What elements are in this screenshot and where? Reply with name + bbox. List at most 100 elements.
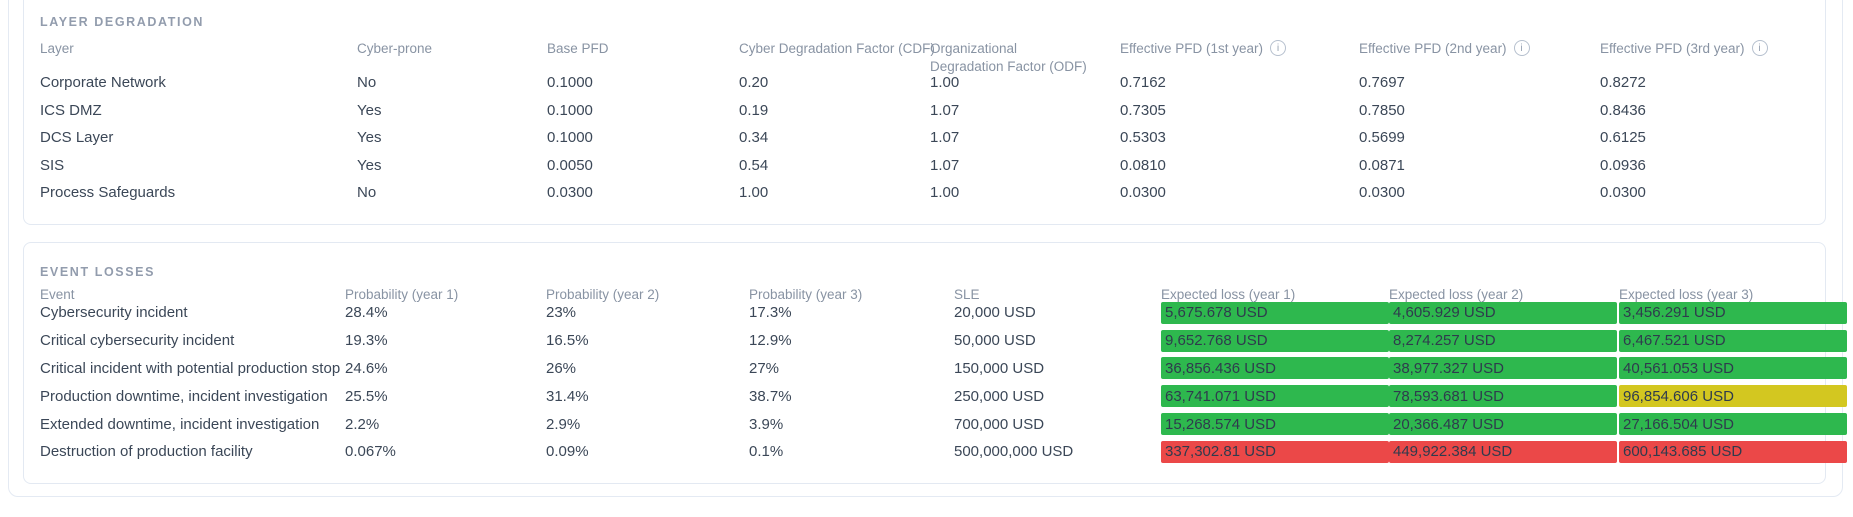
column-header: Organizational Degradation Factor (ODF) <box>930 39 1108 75</box>
layer-row: ICS DMZ Yes 0.1000 0.19 1.07 0.7305 0.7850 0.84… <box>40 97 1809 125</box>
cell: 0.6125 <box>1600 129 1646 147</box>
column-header: Base PFD <box>547 39 739 57</box>
cell: 6,467.521 USD <box>1619 329 1853 352</box>
cell: 31.4% <box>546 387 589 405</box>
cell: ICS DMZ <box>40 101 102 119</box>
info-icon[interactable]: i <box>1270 40 1287 57</box>
cell: 0.19 <box>739 101 769 119</box>
cell: 0.7697 <box>1359 74 1405 92</box>
cell: 4,605.929 USD <box>1389 301 1619 324</box>
column-header-label: SLE <box>954 286 980 302</box>
expected-loss-chip: 5,675.678 USD <box>1161 301 1389 324</box>
column-header: Effective PFD (1st year) i <box>1120 39 1359 57</box>
cell: 0.54 <box>739 156 769 174</box>
cell: 1.07 <box>930 129 960 147</box>
expected-loss-chip: 78,593.681 USD <box>1389 385 1617 408</box>
cell: 19.3% <box>345 332 388 350</box>
cell: 2.2% <box>345 415 380 433</box>
event-row: Critical cybersecurity incident 19.3% 16.5… <box>40 327 1847 355</box>
column-header-label: Probability (year 1) <box>345 286 459 302</box>
section-title-event-losses: EVENT LOSSES <box>40 265 156 279</box>
cell: 0.0050 <box>547 156 593 174</box>
column-header-label: Cyber-prone <box>357 40 433 56</box>
expected-loss-chip: 38,977.327 USD <box>1389 357 1617 380</box>
cell: 1.07 <box>930 101 960 119</box>
cell: 5,675.678 USD <box>1161 301 1389 324</box>
cell: 38.7% <box>749 387 792 405</box>
expected-loss-chip: 337,302.81 USD <box>1161 440 1389 463</box>
cell: 28.4% <box>345 304 388 322</box>
column-header-label: Expected loss (year 2) <box>1389 286 1524 302</box>
cell: 0.0810 <box>1120 156 1166 174</box>
cell: 20,000 USD <box>954 304 1036 322</box>
cell: DCS Layer <box>40 129 114 147</box>
expected-loss-chip: 96,854.606 USD <box>1619 385 1847 408</box>
layer-row: SIS Yes 0.0050 0.54 1.07 0.0810 0.0871 0.0936 <box>40 152 1809 180</box>
column-header: Expected loss (year 1) <box>1161 285 1389 303</box>
cell: 500,000,000 USD <box>954 443 1074 461</box>
column-header-label: Layer <box>40 40 74 56</box>
layer-row: Corporate Network No 0.1000 0.20 1.00 0.7162 0… <box>40 69 1809 97</box>
cell: 0.1000 <box>547 129 593 147</box>
cell: 25.5% <box>345 387 388 405</box>
cell: Process Safeguards <box>40 184 176 202</box>
cell: 0.09% <box>546 443 589 461</box>
cell: 15,268.574 USD <box>1161 413 1389 436</box>
cell: 26% <box>546 359 577 377</box>
cell: 600,143.685 USD <box>1619 440 1853 463</box>
cell: 0.5303 <box>1120 129 1166 147</box>
expected-loss-chip: 36,856.436 USD <box>1161 357 1389 380</box>
cell: 0.0300 <box>1120 184 1166 202</box>
event-losses-card: EVENT LOSSES Event Probability (year 1) Pr… <box>23 242 1847 484</box>
cell: 27,166.504 USD <box>1619 413 1853 436</box>
event-row: Critical incident with potential product… <box>40 355 1847 383</box>
cell: Destruction of production facility <box>40 443 253 461</box>
cell: 23% <box>546 304 577 322</box>
cell: 0.7305 <box>1120 101 1166 119</box>
cell: SIS <box>40 156 65 174</box>
expected-loss-chip: 600,143.685 USD <box>1619 440 1847 463</box>
column-header: Cyber-prone <box>357 39 547 57</box>
cell: 36,856.436 USD <box>1161 357 1389 380</box>
cell: 0.5699 <box>1359 129 1405 147</box>
cell: 0.7850 <box>1359 101 1405 119</box>
expected-loss-chip: 3,456.291 USD <box>1619 301 1847 324</box>
info-icon[interactable]: i <box>1513 40 1530 57</box>
cell: 337,302.81 USD <box>1161 440 1389 463</box>
cell: 24.6% <box>345 359 388 377</box>
cell: 0.7162 <box>1120 74 1166 92</box>
column-header: Layer <box>40 39 357 57</box>
column-header: Effective PFD (2nd year) i <box>1359 39 1600 57</box>
info-icon[interactable]: i <box>1751 40 1768 57</box>
cell: 12.9% <box>749 332 792 350</box>
cell: Cybersecurity incident <box>40 304 188 322</box>
column-header-label: Effective PFD (3rd year) <box>1600 40 1745 56</box>
cell: 96,854.606 USD <box>1619 385 1853 408</box>
expected-loss-chip: 27,166.504 USD <box>1619 413 1847 436</box>
column-header: Probability (year 3) <box>749 285 954 303</box>
cell: 0.1000 <box>547 74 593 92</box>
cell: Yes <box>357 156 382 174</box>
cell: 0.20 <box>739 74 769 92</box>
cell: 150,000 USD <box>954 359 1045 377</box>
column-header-label: Probability (year 2) <box>546 286 660 302</box>
cell: 63,741.071 USD <box>1161 385 1389 408</box>
cell: 2.9% <box>546 415 581 433</box>
cell: 78,593.681 USD <box>1389 385 1619 408</box>
column-header-label: Expected loss (year 3) <box>1619 286 1754 302</box>
cell: 700,000 USD <box>954 415 1045 433</box>
column-header-label: Effective PFD (1st year) <box>1120 40 1264 56</box>
cell: 0.8436 <box>1600 101 1646 119</box>
expected-loss-chip: 63,741.071 USD <box>1161 385 1389 408</box>
event-row: Destruction of production facility 0.067%… <box>40 438 1847 466</box>
cell: 27% <box>749 359 780 377</box>
section-title-layer-degradation: LAYER DEGRADATION <box>40 15 205 29</box>
layer-degradation-card: LAYER DEGRADATION Layer Cyber-prone Base P… <box>23 0 1826 225</box>
cell: Critical incident with potential product… <box>40 359 341 377</box>
cell: 40,561.053 USD <box>1619 357 1853 380</box>
event-table-header: Event Probability (year 1) Probability (ye… <box>40 285 1809 303</box>
cell: 250,000 USD <box>954 387 1045 405</box>
expected-loss-chip: 20,366.487 USD <box>1389 413 1617 436</box>
event-row: Production downtime, incident investigat… <box>40 382 1847 410</box>
cell: Corporate Network <box>40 74 166 92</box>
